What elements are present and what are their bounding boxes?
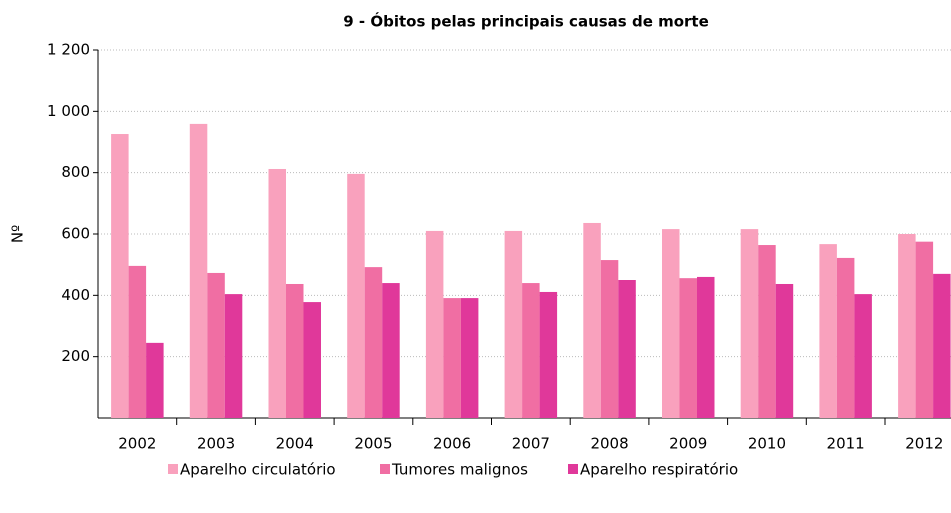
y-tick-label: 600 — [61, 225, 90, 243]
y-tick-label: 800 — [61, 163, 90, 181]
bar — [303, 302, 321, 418]
legend-swatch — [568, 464, 578, 474]
bar — [286, 283, 304, 418]
bar — [224, 294, 243, 418]
bar — [539, 291, 558, 418]
bar — [898, 234, 916, 418]
y-tick-label: 400 — [61, 286, 90, 304]
x-tick-label: 2002 — [118, 435, 156, 453]
legend-label: Tumores malignos — [391, 461, 528, 479]
bar — [600, 260, 619, 418]
bar — [819, 244, 837, 418]
x-tick-label: 2006 — [433, 435, 471, 453]
bar — [504, 230, 523, 418]
y-tick-label: 200 — [61, 347, 90, 365]
bar — [347, 173, 365, 418]
bar — [268, 168, 286, 418]
bar — [618, 280, 636, 418]
bar — [460, 298, 479, 418]
x-tick-label: 2009 — [669, 435, 707, 453]
y-tick-label: 1 200 — [47, 41, 90, 59]
bar — [425, 230, 444, 418]
bar — [364, 267, 383, 418]
bar — [697, 276, 715, 418]
bar — [854, 294, 872, 418]
x-tick-label: 2003 — [197, 435, 235, 453]
y-tick-label: 1 000 — [47, 102, 90, 120]
chart-title: 9 - Óbitos pelas principais causas de mo… — [343, 12, 709, 31]
bar — [522, 283, 540, 418]
bar — [775, 283, 794, 418]
legend-label: Aparelho circulatório — [180, 461, 336, 479]
x-tick-label: 2011 — [827, 435, 865, 453]
bar — [758, 245, 776, 418]
bar — [679, 278, 697, 418]
x-tick-label: 2007 — [512, 435, 550, 453]
x-tick-label: 2004 — [276, 435, 314, 453]
legend-swatch — [168, 464, 178, 474]
x-tick-label: 2010 — [748, 435, 786, 453]
bar — [933, 273, 951, 418]
x-tick-label: 2005 — [354, 435, 392, 453]
y-axis-label: Nº — [9, 225, 27, 243]
bar — [382, 283, 400, 418]
bar — [207, 272, 225, 418]
bar — [128, 265, 147, 418]
bar — [740, 229, 759, 418]
bar — [443, 298, 461, 418]
bar — [111, 134, 129, 418]
legend-swatch — [380, 464, 390, 474]
x-tick-label: 2012 — [905, 435, 943, 453]
legend-label: Aparelho respiratório — [580, 461, 738, 479]
bar — [836, 257, 855, 418]
bar — [583, 222, 601, 418]
bar — [146, 342, 164, 418]
bar — [915, 241, 934, 418]
bar — [662, 229, 680, 418]
x-tick-label: 2008 — [590, 435, 628, 453]
bar — [189, 123, 208, 418]
